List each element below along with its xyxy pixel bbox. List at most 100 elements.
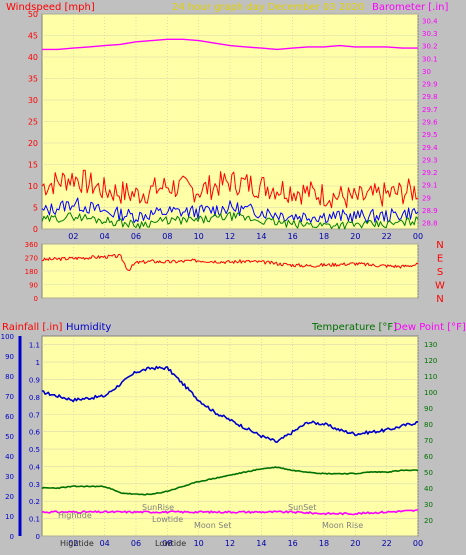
- x-tick-label: 12: [225, 232, 235, 241]
- direction-tick-label: 360: [25, 241, 38, 249]
- dewpoint-axis-title: Dew Point [°F]: [394, 322, 466, 333]
- barometer-tick-label: 30.1: [422, 55, 438, 63]
- x-tick-label: 02: [68, 232, 78, 241]
- x-tick-label: 00: [413, 539, 423, 548]
- direction-tick-label: 90: [29, 282, 38, 290]
- x-tick-label: 10: [194, 539, 204, 548]
- temperature-tick-label: 80: [424, 421, 433, 429]
- barometer-tick-label: 30.4: [422, 17, 438, 25]
- x-tick-label: 18: [319, 539, 329, 548]
- wind-average-line: [41, 197, 419, 224]
- humidity-tick-label: 10: [5, 513, 14, 521]
- wind-axis-title: Windspeed [mph]: [6, 2, 95, 13]
- sunset-annotation: SunSet: [288, 503, 316, 512]
- wind-tick-label: 5: [33, 204, 38, 213]
- x-tick-label: 00: [413, 232, 423, 241]
- rainfall-tick-label: 0.1: [29, 516, 40, 524]
- rainfall-tick-label: 0.5: [29, 446, 40, 454]
- wind-tick-label: 35: [28, 75, 38, 84]
- temperature-tick-label: 30: [424, 501, 433, 509]
- lowtide-annotation: Lowtide: [152, 515, 183, 524]
- x-tick-label: 06: [131, 539, 141, 548]
- temperature-tick-label: 100: [424, 389, 437, 397]
- humidity-tick-label: 40: [5, 453, 14, 461]
- rainfall-tick-label: 0.7: [29, 411, 40, 419]
- x-tick-label: 06: [131, 232, 141, 241]
- wind-tick-label: 0: [33, 225, 38, 234]
- x-tick-label: 20: [350, 539, 360, 548]
- wind-tick-label: 20: [28, 139, 38, 148]
- bottom-lowtide-label: Lowtide: [155, 539, 186, 548]
- direction-tick-label: 270: [25, 255, 38, 263]
- barometer-tick-label: 29.3: [422, 156, 438, 164]
- direction-tick-label: 0: [34, 295, 38, 303]
- rainfall-tick-label: 0.2: [29, 498, 40, 506]
- barometer-tick-label: 28.8: [422, 220, 438, 228]
- humidity-tick-label: 20: [5, 493, 14, 501]
- barometer-tick-label: 29.1: [422, 182, 438, 190]
- barometer-axis-title: Barometer [.in]: [372, 2, 448, 13]
- x-tick-label: 08: [162, 232, 172, 241]
- dewpoint-line: [41, 509, 418, 516]
- rainfall-tick-label: 1: [36, 359, 40, 367]
- x-tick-label: 04: [100, 539, 110, 548]
- x-tick-label: 16: [288, 232, 298, 241]
- bottom-hightide-label: Hightide: [60, 539, 94, 548]
- temperature-tick-label: 50: [424, 469, 433, 477]
- humidity-tick-label: 0: [10, 533, 14, 541]
- wind-gust-line: [41, 169, 419, 209]
- humidity-tick-label: 50: [5, 433, 14, 441]
- wind-tick-label: 25: [28, 118, 38, 127]
- x-tick-label: 14: [256, 232, 266, 241]
- barometer-line: [42, 38, 418, 51]
- compass-label: N: [436, 240, 443, 251]
- rainfall-tick-label: 0.8: [29, 394, 40, 402]
- rainfall-tick-label: 0.4: [29, 463, 41, 471]
- barometer-tick-label: 30.2: [422, 43, 438, 51]
- temperature-tick-label: 130: [424, 341, 437, 349]
- temperature-tick-label: 60: [424, 453, 433, 461]
- temperature-tick-label: 70: [424, 437, 433, 445]
- hightide-annotation: Hightide: [58, 511, 92, 520]
- humidity-axis-title: Humidity: [66, 322, 111, 333]
- humidity-tick-label: 100: [1, 333, 14, 341]
- temperature-tick-label: 20: [424, 517, 433, 525]
- barometer-tick-label: 29: [422, 194, 431, 202]
- temperature-line: [41, 466, 419, 496]
- compass-label: S: [437, 267, 443, 278]
- rainfall-tick-label: 0.9: [29, 376, 40, 384]
- temperature-axis-title: Temperature [°F]: [311, 322, 397, 333]
- x-tick-label: 20: [350, 232, 360, 241]
- rainfall-tick-label: 1.1: [29, 342, 40, 350]
- temperature-tick-label: 120: [424, 357, 437, 365]
- moonset-annotation: Moon Set: [194, 521, 231, 530]
- humidity-tick-label: 30: [5, 473, 14, 481]
- wind-tick-label: 45: [28, 32, 38, 41]
- rainfall-tick-label: 0.6: [29, 429, 41, 437]
- rainfall-tick-label: 0: [36, 533, 40, 541]
- barometer-tick-label: 28.9: [422, 207, 438, 215]
- wind-tick-label: 15: [28, 161, 38, 170]
- wind-tick-label: 40: [28, 53, 38, 62]
- humidity-line: [41, 365, 419, 443]
- barometer-tick-label: 29.9: [422, 81, 438, 89]
- temperature-tick-label: 40: [424, 485, 433, 493]
- humidity-tick-label: 70: [5, 393, 14, 401]
- chart-title: 24 hour graph day December 03 2020: [172, 2, 364, 13]
- x-tick-label: 04: [100, 232, 110, 241]
- wind-tick-label: 30: [28, 96, 38, 105]
- compass-label: W: [435, 281, 445, 292]
- humidity-tick-label: 60: [5, 413, 14, 421]
- x-tick-label: 10: [194, 232, 204, 241]
- barometer-tick-label: 29.4: [422, 144, 438, 152]
- barometer-tick-label: 30.3: [422, 30, 438, 38]
- sunrise-annotation: SunRise: [142, 503, 174, 512]
- moonrise-annotation: Moon Rise: [322, 521, 363, 530]
- wind-direction-line: [41, 253, 419, 271]
- barometer-tick-label: 29.5: [422, 131, 438, 139]
- compass-label: N: [436, 294, 443, 305]
- x-tick-label: 12: [225, 539, 235, 548]
- rainfall-axis-title: Rainfall [.in]: [2, 322, 63, 333]
- wind-low-line: [41, 211, 419, 230]
